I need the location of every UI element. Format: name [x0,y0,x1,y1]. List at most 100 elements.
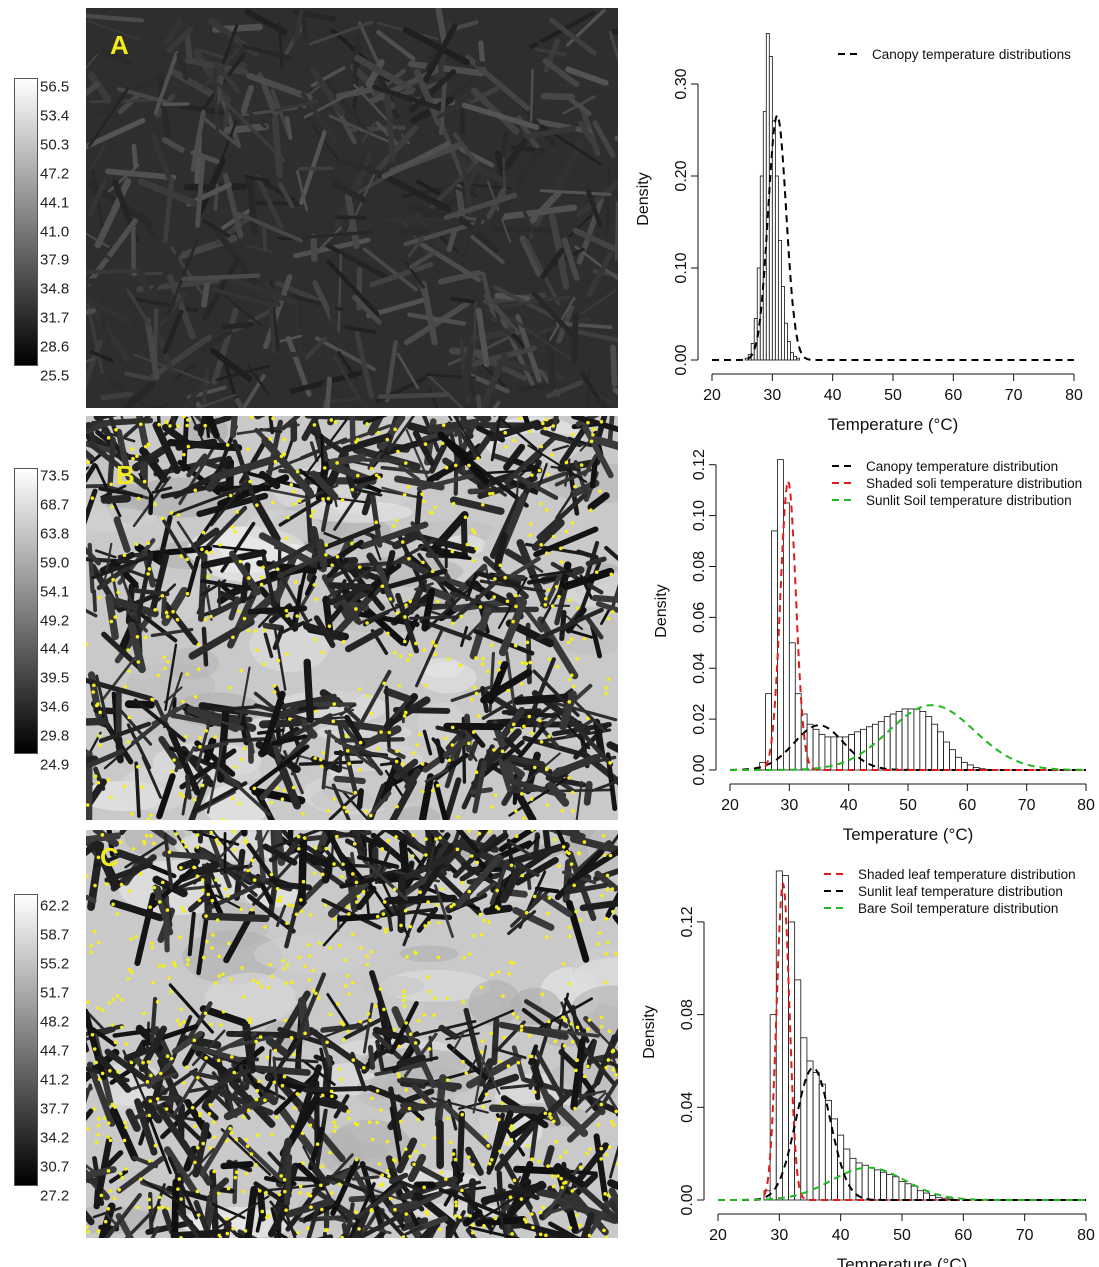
histogram-bar [881,1172,887,1200]
histogram-bar [795,694,801,770]
x-tick-label: 50 [899,797,917,814]
colorbar-tick-label: 54.1 [40,583,69,600]
histogram-bar [905,1184,911,1200]
histogram-bar [893,1177,899,1200]
colorbar-tick-label: 41.2 [40,1072,69,1089]
histogram-bar [772,121,775,360]
histogram-bar [861,729,867,770]
x-tick-label: 30 [780,797,798,814]
colorbar-tick-label: 39.5 [40,670,69,687]
colorbar-tick-label: 62.2 [40,898,69,915]
histogram-bar [825,1100,831,1200]
colorbar-c [14,894,38,1186]
histogram-bar [862,1165,868,1200]
histogram-bar [874,1170,880,1200]
histogram-bar [754,319,757,360]
histogram-bar [777,460,783,770]
y-axis-title: Density [653,584,670,637]
x-tick-label: 40 [840,797,858,814]
histogram-bar [872,724,878,770]
histogram-bar [923,1193,929,1200]
y-tick-label: 0.06 [691,602,708,633]
histogram-bar [783,503,789,770]
colorbar-tick-label: 34.2 [40,1130,69,1147]
x-tick-label: 20 [721,797,739,814]
colorbar-tick-label: 63.8 [40,525,69,542]
y-tick-label: 0.00 [673,344,690,375]
histogram-bar [917,1191,923,1200]
histogram-bar [781,286,784,360]
histogram-bar [757,268,760,360]
histogram-bar [868,1168,874,1200]
colorbar-tick-label: 34.8 [40,281,69,298]
x-tick-label: 70 [1018,797,1036,814]
histogram-bar [760,176,763,360]
x-tick-label: 30 [763,387,781,404]
colorbar-a [14,78,38,366]
colorbar-tick-label: 37.7 [40,1101,69,1118]
histogram-bar [789,643,795,770]
colorbar-tick-label: 47.2 [40,165,69,182]
x-tick-label: 80 [1077,797,1095,814]
x-tick-label: 60 [944,387,962,404]
x-tick-label: 40 [824,387,842,404]
histogram-bar [914,709,920,770]
histogram-bar [772,531,778,770]
y-tick-label: 0.08 [691,551,708,582]
histogram-bar [955,757,961,770]
colorbar-tick-label: 58.7 [40,927,69,944]
histogram-bar [887,1175,893,1200]
y-tick-label: 0.12 [691,449,708,480]
y-tick-label: 0.08 [679,999,696,1030]
histogram-bar [801,1038,807,1200]
y-tick-label: 0.00 [679,1184,696,1215]
y-tick-label: 0.04 [679,1092,696,1123]
histogram-bar [878,722,884,770]
histogram-bar [796,358,799,360]
legend-entry-label: Sunlit leaf temperature distribution [858,884,1063,899]
y-tick-label: 0.30 [673,68,690,99]
colorbar-tick-label: 53.4 [40,107,69,124]
histogram-bar [890,714,896,770]
colorbar-tick-label: 51.7 [40,985,69,1002]
colorbar-tick-label: 49.2 [40,612,69,629]
x-tick-label: 20 [703,387,721,404]
x-tick-label: 50 [884,387,902,404]
colorbar-tick-label: 27.2 [40,1188,69,1205]
thermal-image-b [86,416,618,820]
y-axis-title: Density [641,1005,658,1058]
thermal-image-c [86,830,618,1238]
colorbar-tick-label: 28.6 [40,339,69,356]
x-tick-label: 50 [893,1227,911,1244]
histogram-bar [899,1181,905,1200]
histogram-bar [795,980,801,1200]
colorbar-tick-label: 25.5 [40,368,69,385]
x-tick-label: 20 [709,1227,727,1244]
histogram-bar [807,1061,813,1200]
legend-entry-label: Canopy temperature distribution [866,459,1058,474]
colorbar-tick-label: 68.7 [40,496,69,513]
histogram-bar [884,717,890,770]
y-tick-label: 0.20 [673,160,690,191]
histogram-bar [819,1084,825,1200]
colorbar-tick-label: 24.9 [40,757,69,774]
histogram-bar [855,732,861,770]
colorbar-tick-label: 31.7 [40,310,69,327]
colorbar-b [14,468,38,754]
x-tick-label: 70 [1005,387,1023,404]
y-tick-label: 0.12 [679,906,696,937]
colorbar-tick-label: 30.7 [40,1159,69,1176]
y-tick-label: 0.00 [691,754,708,785]
histogram-bar [944,742,950,770]
histogram-bar [926,717,932,770]
histogram-bar [784,323,787,360]
histogram-bar [793,356,796,360]
histogram-bar [789,922,795,1200]
x-tick-label: 80 [1065,387,1083,404]
histogram-bar [766,33,769,360]
x-tick-label: 70 [1016,1227,1034,1244]
histogram-bar [902,709,908,770]
